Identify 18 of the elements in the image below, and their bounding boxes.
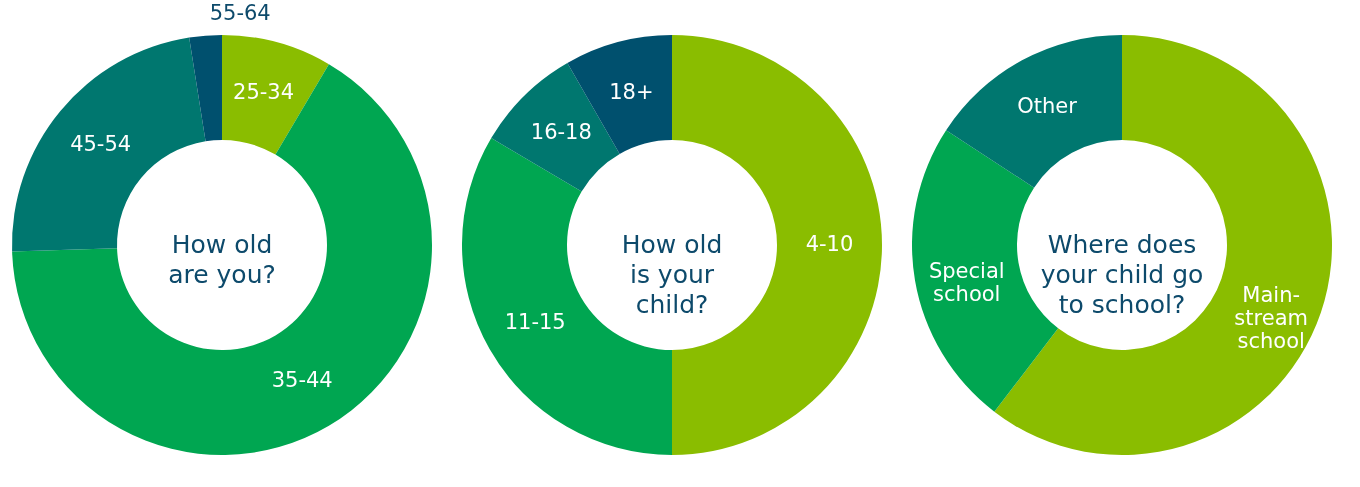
- text: How old are you?: [168, 230, 276, 289]
- slice-label: 55-64: [209, 0, 271, 25]
- slice-label: 16-18: [530, 119, 592, 144]
- donut-slice: [189, 35, 222, 142]
- slice-label: 25-34: [233, 80, 295, 105]
- slice-label: 35-44: [271, 367, 333, 392]
- donut-slice: [12, 64, 432, 455]
- text: How old is your child?: [621, 230, 723, 319]
- slice-label: Special school: [928, 258, 1005, 306]
- slice-label: 4-10: [805, 232, 854, 256]
- slice-label: Other: [1017, 93, 1078, 118]
- donut-slice: [946, 35, 1122, 188]
- slice-label: Main- stream school: [1234, 282, 1308, 353]
- donut-slice: [222, 35, 329, 155]
- slice-label: 18+: [609, 79, 654, 104]
- slice-label: 11-15: [504, 310, 566, 335]
- slice-label: 45-54: [70, 131, 132, 156]
- text: Where does your child go to school?: [1040, 230, 1204, 319]
